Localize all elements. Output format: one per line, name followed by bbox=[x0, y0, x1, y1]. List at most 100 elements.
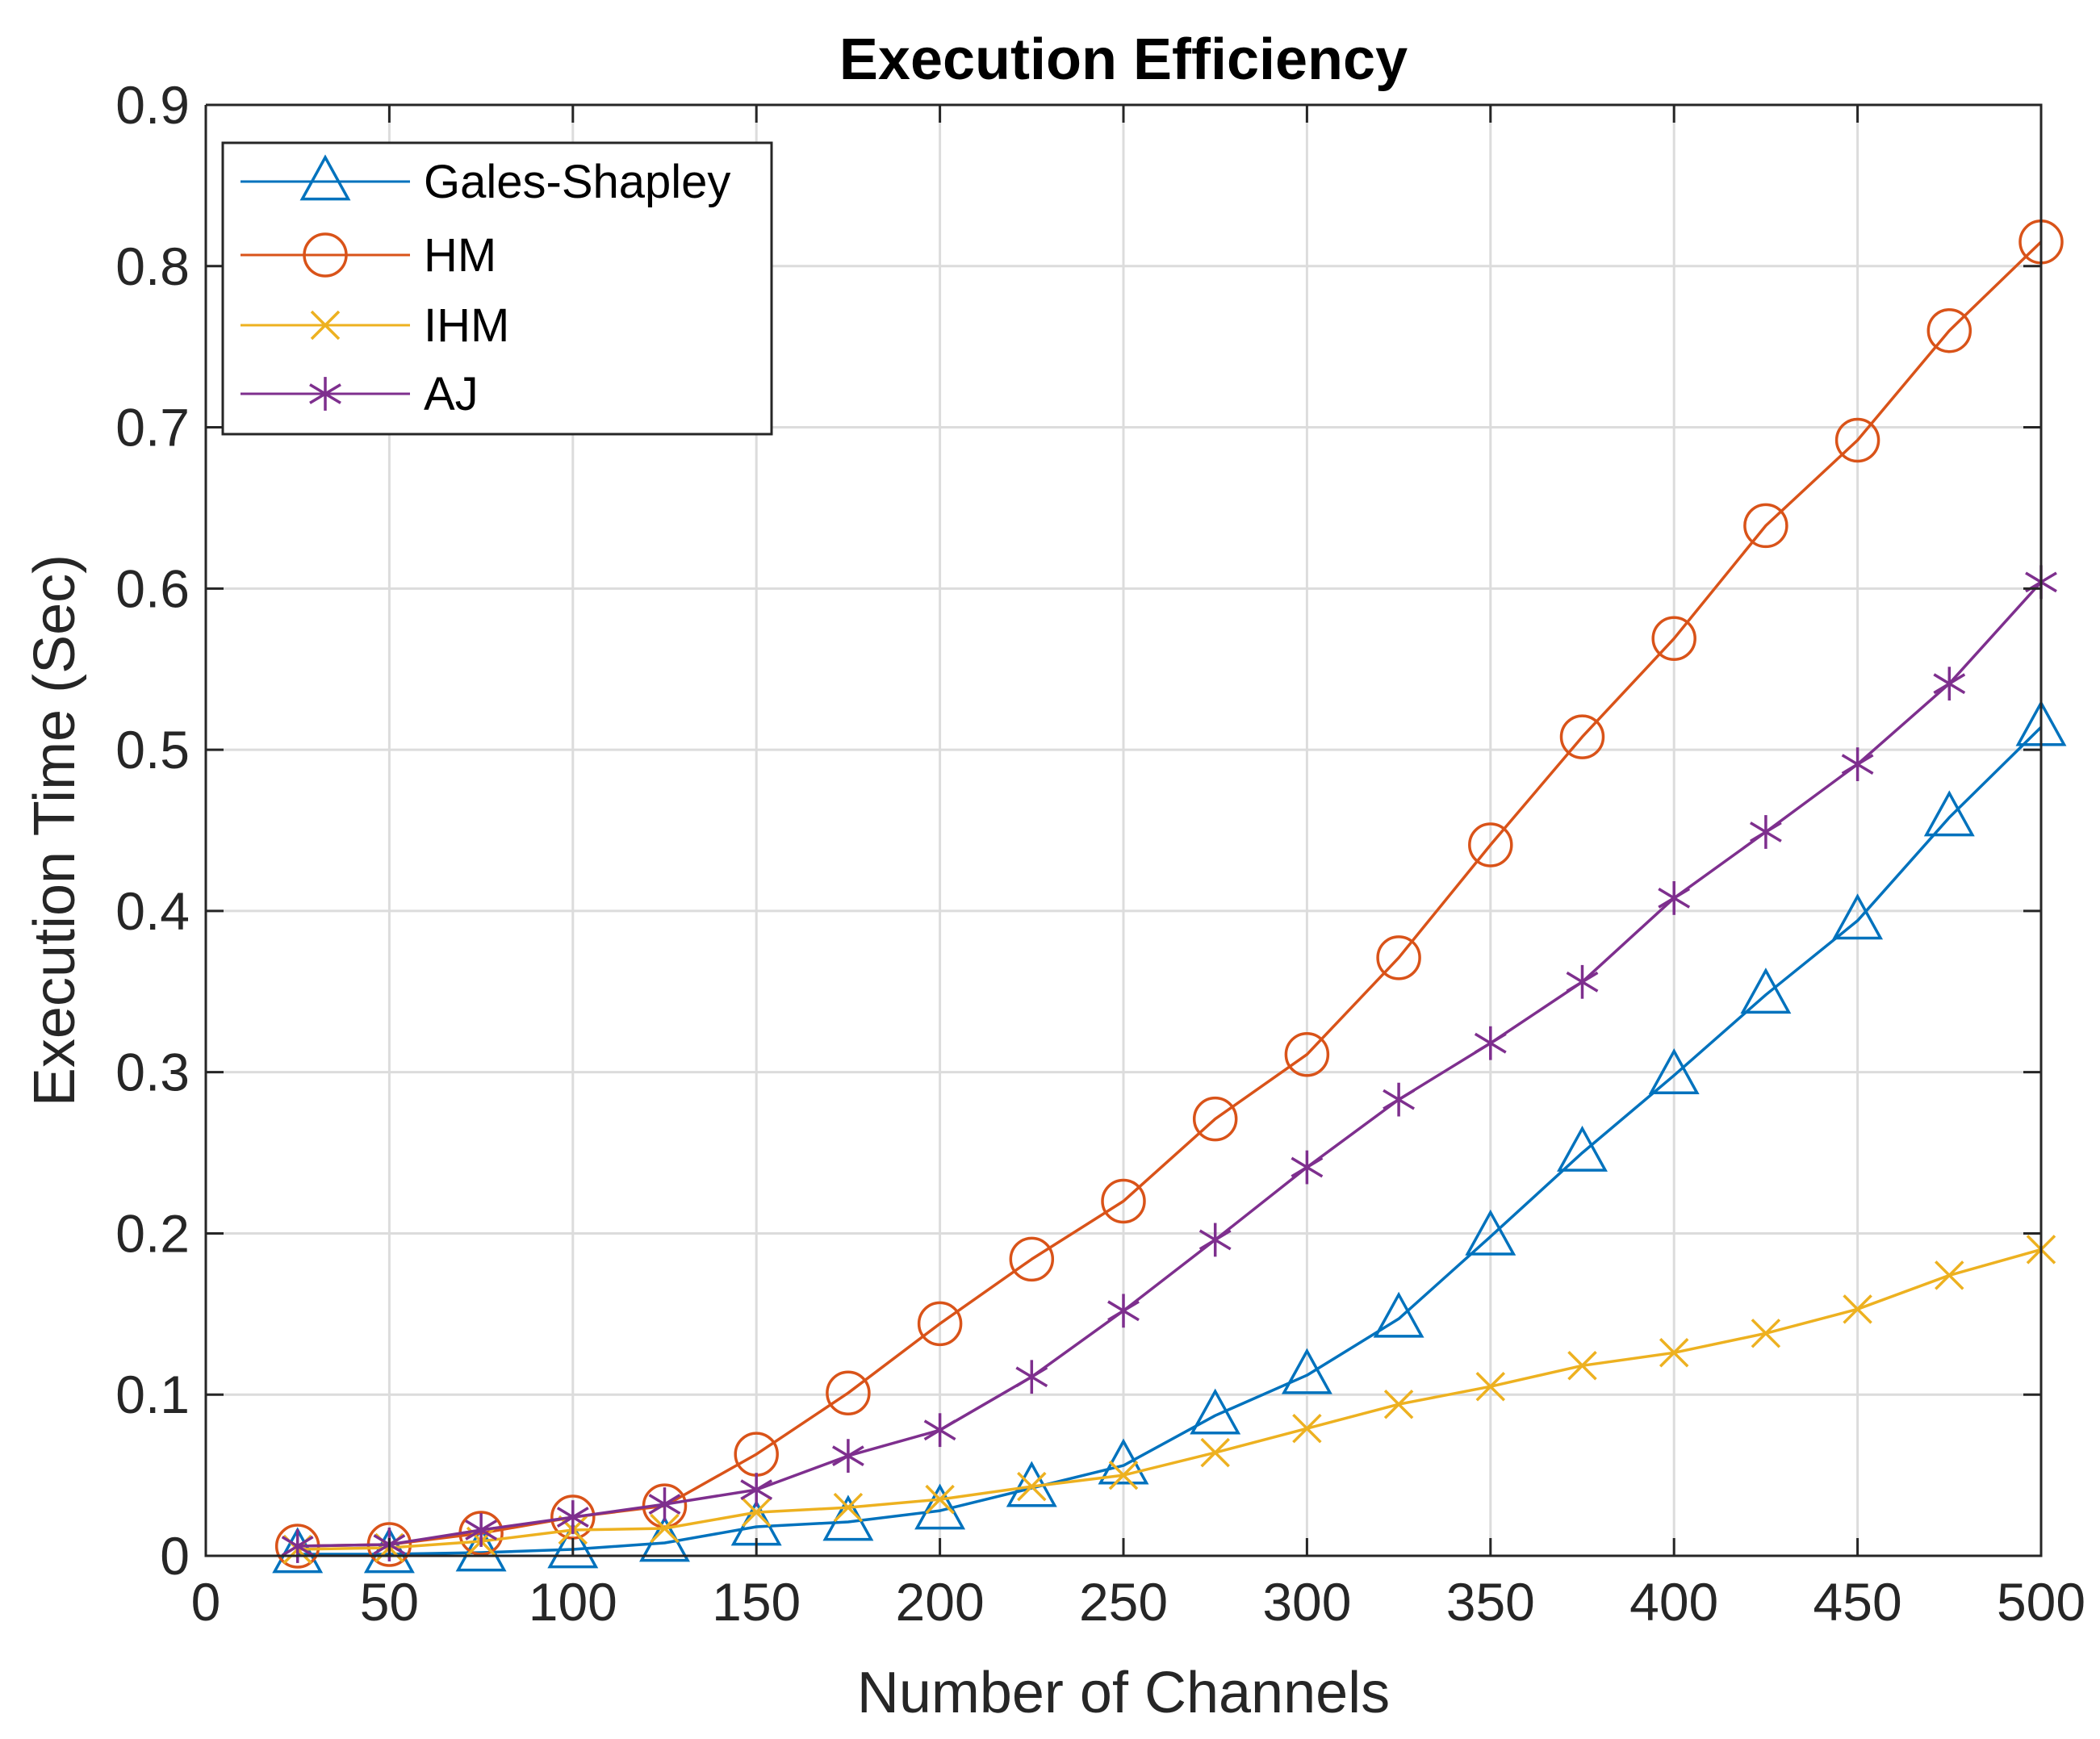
x-tick-label: 150 bbox=[712, 1572, 801, 1632]
data-point-ihm bbox=[1475, 1371, 1506, 1402]
y-tick-label: 0.3 bbox=[115, 1043, 190, 1102]
data-point-ihm bbox=[1659, 1338, 1689, 1368]
data-point-gales-shapley bbox=[1373, 1291, 1424, 1338]
data-point-ihm bbox=[650, 1513, 680, 1544]
x-tick-label: 350 bbox=[1446, 1572, 1535, 1632]
data-point-gales-shapley bbox=[914, 1483, 966, 1530]
data-point-aj bbox=[1841, 747, 1874, 781]
legend-marker-hm bbox=[303, 232, 348, 278]
data-point-gales-shapley bbox=[1190, 1388, 1241, 1435]
x-tick-label: 500 bbox=[1997, 1572, 2085, 1632]
data-point-hm bbox=[1834, 417, 1880, 463]
data-point-hm bbox=[1468, 822, 1513, 867]
data-point-ihm bbox=[925, 1484, 955, 1515]
x-tick-label: 450 bbox=[1813, 1572, 1902, 1632]
legend-label-hm: HM bbox=[424, 229, 496, 282]
data-point-gales-shapley bbox=[1281, 1348, 1332, 1394]
data-point-ihm bbox=[1017, 1471, 1047, 1502]
data-point-hm bbox=[826, 1370, 871, 1415]
y-tick-label: 0.9 bbox=[115, 75, 190, 135]
data-point-aj bbox=[1291, 1150, 1324, 1185]
y-tick-label: 0.2 bbox=[115, 1203, 190, 1263]
data-point-aj bbox=[1933, 667, 1966, 701]
data-point-hm bbox=[1651, 616, 1696, 662]
legend-marker-gales-shapley-shape bbox=[299, 154, 351, 201]
data-point-gales-shapley bbox=[1740, 968, 1792, 1014]
y-axis-label: Execution Time (Sec) bbox=[23, 554, 87, 1106]
series-line-ihm bbox=[297, 1248, 2042, 1551]
data-point-aj bbox=[465, 1513, 498, 1547]
data-point-hm bbox=[1192, 1096, 1238, 1142]
data-point-ihm bbox=[1292, 1413, 1322, 1444]
x-tick-label: 100 bbox=[529, 1572, 617, 1632]
data-point-aj bbox=[1474, 1026, 1507, 1060]
y-tick-label: 0.8 bbox=[115, 236, 190, 296]
data-point-aj bbox=[1107, 1294, 1140, 1328]
data-point-aj bbox=[1566, 964, 1599, 999]
legend-label-aj: AJ bbox=[424, 368, 479, 420]
data-point-ihm bbox=[1383, 1389, 1414, 1419]
series-line-gales-shapley bbox=[297, 725, 2043, 1556]
data-point-aj bbox=[740, 1473, 773, 1507]
legend-entry-gales-shapley[interactable]: Gales-Shapley bbox=[241, 154, 730, 208]
data-point-gales-shapley bbox=[1465, 1209, 1516, 1256]
data-point-aj bbox=[1383, 1082, 1416, 1117]
x-tick-label: 50 bbox=[360, 1572, 419, 1632]
x-tick-label: 200 bbox=[896, 1572, 985, 1632]
data-point-aj bbox=[1749, 815, 1782, 849]
legend-entry-ihm[interactable]: IHM bbox=[241, 299, 509, 352]
data-point-hm bbox=[1009, 1236, 1055, 1282]
data-point-ihm bbox=[1108, 1460, 1139, 1490]
legend-marker-gales-shapley bbox=[299, 154, 351, 201]
data-point-aj bbox=[556, 1500, 589, 1534]
data-point-ihm bbox=[1200, 1437, 1230, 1468]
legend-entry-hm[interactable]: HM bbox=[241, 229, 496, 282]
data-point-aj bbox=[1199, 1223, 1232, 1257]
data-point-hm bbox=[1376, 935, 1421, 980]
data-point-gales-shapley bbox=[1832, 893, 1884, 940]
series-line-aj bbox=[297, 581, 2043, 1548]
legend[interactable]: Gales-Shapley HM IHM AJ bbox=[221, 141, 773, 436]
chart-title: Execution Efficiency bbox=[839, 27, 1408, 92]
data-point-hm bbox=[1743, 503, 1788, 549]
legend-marker-ihm bbox=[310, 310, 341, 341]
data-point-aj bbox=[923, 1413, 956, 1448]
data-point-aj bbox=[831, 1439, 864, 1474]
data-point-hm bbox=[1559, 714, 1605, 759]
legend-label-gales-shapley: Gales-Shapley bbox=[424, 156, 730, 208]
data-point-gales-shapley bbox=[1557, 1125, 1608, 1172]
y-tick-label: 0.5 bbox=[115, 720, 190, 780]
data-point-gales-shapley bbox=[1923, 790, 1975, 837]
y-tick-label: 0.1 bbox=[115, 1365, 190, 1424]
legend-marker-aj-shape bbox=[309, 377, 341, 411]
data-point-hm bbox=[1926, 307, 1972, 353]
data-point-hm bbox=[1284, 1031, 1330, 1077]
legend-marker-hm-shape bbox=[303, 232, 348, 278]
data-point-ihm bbox=[1751, 1319, 1781, 1348]
x-axis-label: Number of Channels bbox=[857, 1661, 1390, 1725]
data-point-gales-shapley bbox=[547, 1522, 599, 1569]
ticks: 0 50 100 150 200 250 300 350 400 450 500 0 0.1 0.2 0.3… bbox=[115, 75, 2085, 1632]
legend-marker-ihm-shape bbox=[310, 310, 341, 341]
legend-label-ihm: IHM bbox=[424, 299, 509, 352]
y-tick-label: 0 bbox=[160, 1526, 190, 1586]
data-point-gales-shapley bbox=[272, 1527, 324, 1574]
data-point-aj bbox=[1658, 881, 1691, 915]
data-point-aj bbox=[1015, 1360, 1048, 1394]
data-point-ihm bbox=[1567, 1351, 1597, 1381]
data-point-aj bbox=[648, 1487, 681, 1521]
x-tick-label: 0 bbox=[191, 1572, 221, 1632]
data-point-hm bbox=[1101, 1178, 1146, 1224]
data-point-ihm bbox=[1843, 1294, 1872, 1324]
y-tick-label: 0.6 bbox=[115, 558, 190, 618]
data-point-ihm bbox=[1935, 1260, 1964, 1290]
data-point-ihm bbox=[833, 1492, 864, 1523]
data-point-ihm bbox=[741, 1497, 772, 1528]
x-tick-label: 250 bbox=[1079, 1572, 1168, 1632]
legend-entry-aj[interactable]: AJ bbox=[241, 368, 479, 420]
y-tick-label: 0.7 bbox=[115, 398, 190, 458]
legend-marker-aj bbox=[309, 377, 341, 411]
x-tick-label: 300 bbox=[1262, 1572, 1351, 1632]
x-tick-label: 400 bbox=[1629, 1572, 1718, 1632]
